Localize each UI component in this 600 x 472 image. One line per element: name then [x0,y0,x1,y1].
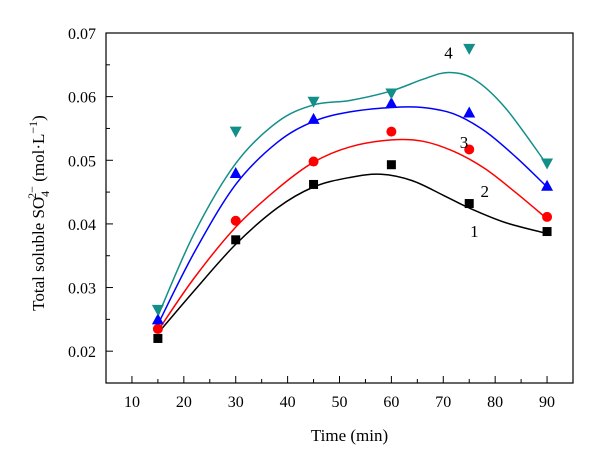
series-2-point [308,156,319,167]
series-1-point [464,199,474,209]
x-tick-label: 20 [176,394,192,411]
series-2-point [230,215,241,226]
y-axis-title: Total soluble SO42− (mol·L−1) [25,115,52,311]
series-3-curve-label: 3 [460,133,469,152]
y-tick-label: 0.05 [68,153,96,170]
series-2-fit-line [157,138,548,332]
series-3-point [151,313,164,325]
series-1-point [309,179,319,189]
series-1-point [542,227,552,237]
series-2-curve-label: 2 [481,182,490,201]
series-1-point [386,160,396,170]
series-4-point [463,43,476,55]
series-3-point [229,167,242,178]
series-4-point [385,88,398,100]
x-tick-label: 30 [228,394,244,411]
y-axis-title-superscript: 2− [25,186,39,199]
y-tick-label: 0.06 [68,90,96,107]
series-4-point [307,96,320,108]
y-axis-title-close: ) [29,115,48,121]
x-axis-title: Time (min) [311,426,388,445]
plot-frame [105,32,574,384]
series-4-point [151,304,164,316]
series-1-curve-label: 1 [470,222,479,241]
y-tick-label: 0.02 [68,344,96,361]
series-4-point [229,126,242,138]
x-tick-label: 70 [435,394,451,411]
x-tick-label: 10 [124,394,140,411]
y-tick-label: 0.07 [68,26,96,43]
series-2-point [386,126,397,137]
series-3-fit-line [157,106,548,325]
series-2-point [542,211,553,222]
series-4-fit-line [157,71,548,317]
series-3-point [463,106,476,118]
series-3-point [307,112,320,124]
series-4-point [541,158,554,170]
x-tick-label: 90 [539,394,555,411]
series-4-curve-label: 4 [444,43,453,62]
y-axis-title-prefix: Total soluble SO [29,197,48,311]
y-axis-title-unit-superscript: −1 [26,121,40,134]
series-3-point [541,179,554,191]
y-tick-label: 0.04 [68,217,96,234]
x-tick-label: 50 [332,394,348,411]
series-3-point [385,97,398,108]
x-tick-label: 60 [383,394,399,411]
series-2-point [464,144,475,155]
y-tick-label: 0.03 [68,281,96,298]
series-1-point [231,235,241,245]
y-axis-title-suffix: (mol·L [29,134,48,186]
series-1-fit-line [157,173,548,334]
x-tick-label: 80 [487,394,503,411]
series-1-point [153,333,163,343]
series-2-point [152,323,163,334]
y-axis-title-subscript: 4 [38,191,52,197]
x-tick-label: 40 [280,394,296,411]
